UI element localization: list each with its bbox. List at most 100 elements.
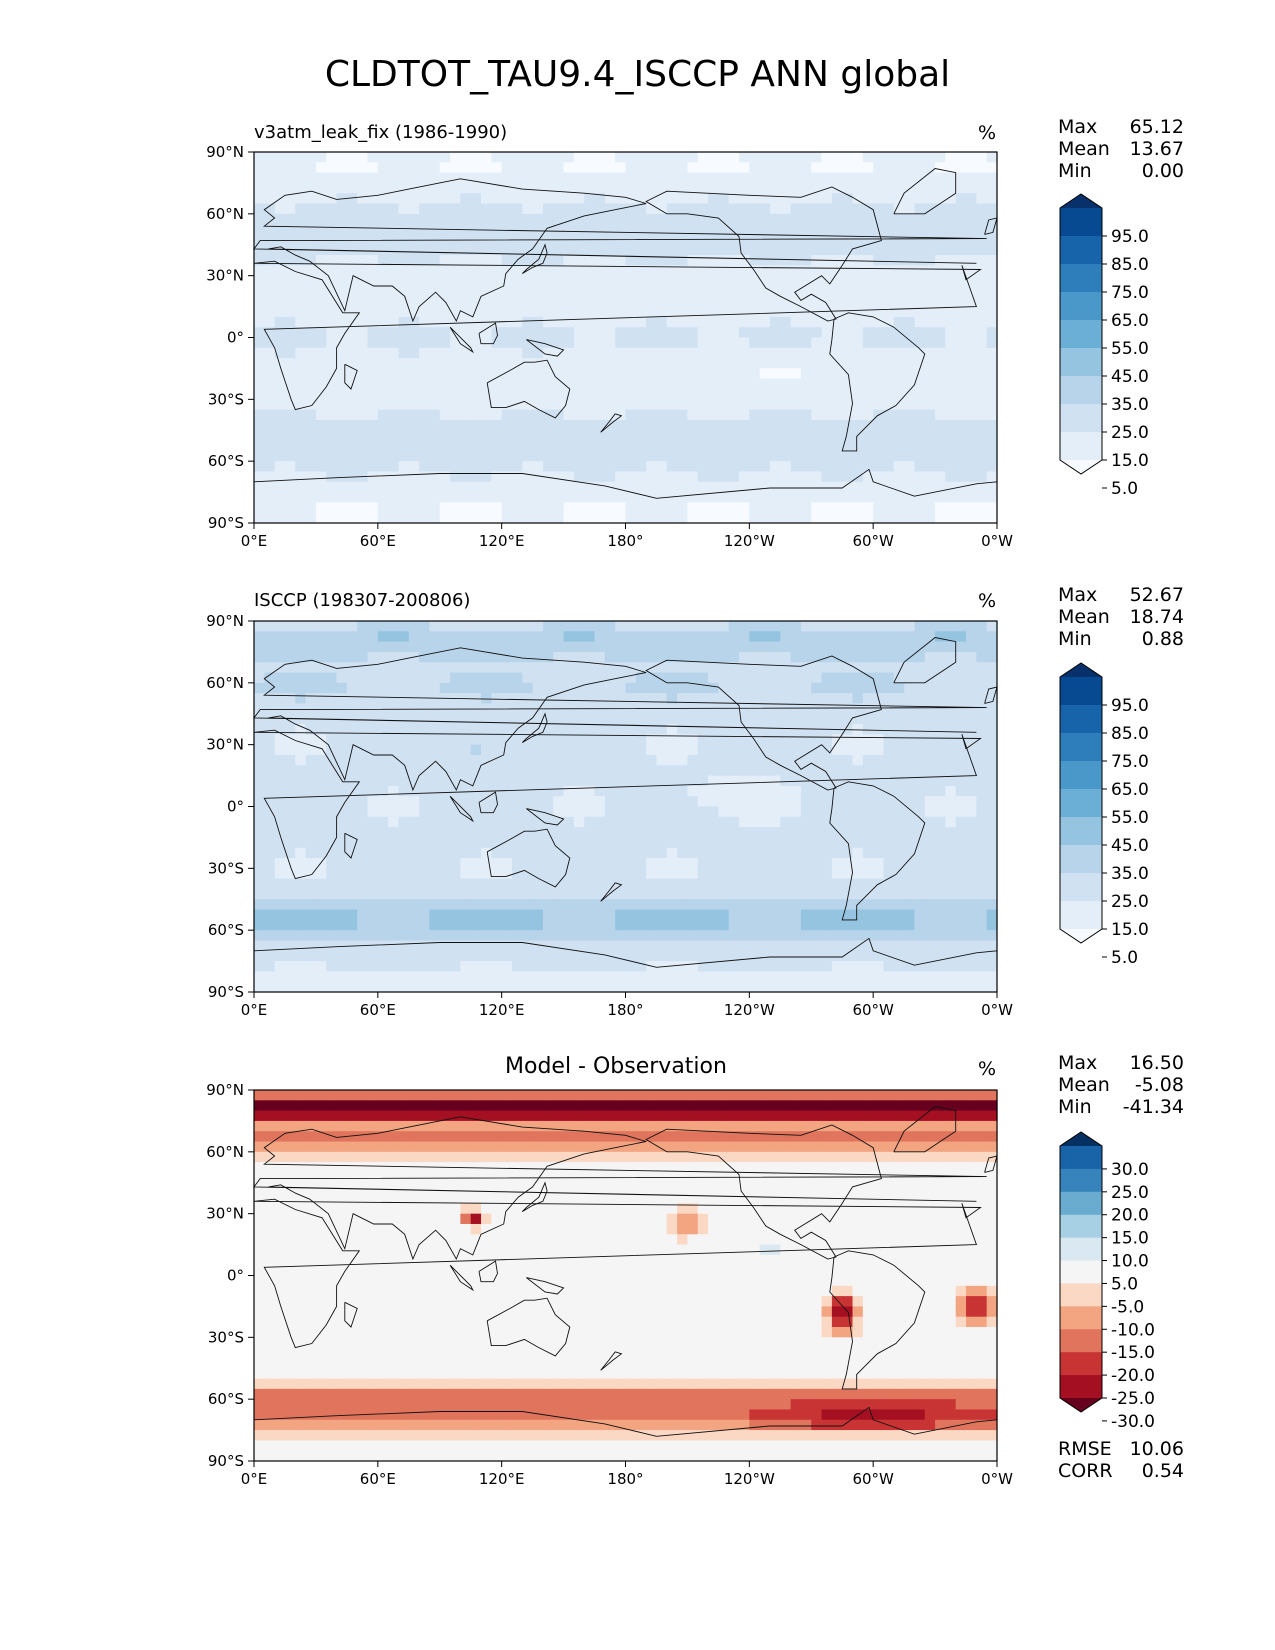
- field-cell: [852, 203, 864, 215]
- field-cell: [842, 888, 854, 900]
- field-cell: [615, 419, 627, 431]
- field-cell: [966, 858, 977, 869]
- field-cell: [862, 672, 874, 684]
- field-cell: [346, 909, 358, 921]
- panel-2-stat-min-label: Min: [1058, 628, 1092, 650]
- field-cell: [924, 285, 936, 297]
- field-cell: [873, 399, 885, 411]
- field-cell: [553, 255, 565, 266]
- field-cell: [326, 796, 338, 808]
- field-cell: [687, 337, 699, 349]
- field-cell: [501, 378, 513, 390]
- field-cell: [408, 827, 420, 839]
- field-cell: [522, 796, 534, 808]
- field-cell: [481, 713, 492, 725]
- field-cell: [687, 203, 699, 215]
- field-cell: [749, 378, 761, 390]
- field-cell: [687, 672, 699, 684]
- field-cell: [914, 265, 926, 277]
- field-cell: [429, 847, 441, 859]
- field-cell: [893, 285, 905, 297]
- field-cell: [635, 337, 647, 349]
- field-cell: [481, 244, 492, 256]
- field-cell: [904, 868, 916, 880]
- field-cell: [553, 713, 565, 725]
- field-cell: [811, 275, 823, 287]
- field-cell: [852, 775, 864, 787]
- field-cell: [790, 631, 802, 643]
- field-cell: [687, 785, 699, 797]
- field-cell: [522, 641, 534, 653]
- field-cell: [563, 888, 575, 900]
- field-cell: [419, 275, 431, 287]
- field-cell: [264, 641, 276, 653]
- panel-2-stat-mean: 18.74: [1129, 606, 1184, 628]
- field-cell: [842, 693, 854, 705]
- field-cell: [346, 399, 358, 411]
- field-cell: [811, 389, 823, 400]
- field-cell: [532, 172, 544, 184]
- field-cell: [708, 796, 719, 808]
- field-cell: [481, 399, 492, 411]
- field-cell: [893, 172, 905, 184]
- field-cell: [491, 461, 503, 473]
- field-cell: [635, 481, 647, 493]
- field-cell: [326, 224, 338, 236]
- field-cell: [862, 703, 874, 715]
- field-cell: [326, 337, 338, 349]
- field-cell: [842, 672, 854, 684]
- field-cell: [419, 327, 431, 339]
- field-cell: [780, 285, 792, 297]
- field-cell: [976, 378, 988, 390]
- field-cell: [893, 837, 905, 849]
- field-cell: [491, 662, 503, 674]
- field-cell: [450, 724, 461, 735]
- field-cell: [542, 765, 554, 777]
- field-cell: [398, 275, 410, 287]
- field-cell: [439, 265, 451, 277]
- field-cell: [728, 765, 740, 777]
- field-cell: [904, 419, 916, 431]
- field-cell: [986, 419, 998, 431]
- field-cell: [893, 899, 905, 911]
- field-cell: [739, 641, 750, 653]
- field-cell: [357, 275, 369, 287]
- field-cell: [924, 621, 936, 632]
- field-cell: [697, 182, 709, 194]
- field-cell: [935, 337, 946, 349]
- field-cell: [883, 255, 895, 266]
- field-cell: [367, 621, 379, 632]
- field-cell: [904, 450, 916, 462]
- field-cell: [759, 471, 771, 483]
- field-cell: [739, 512, 750, 524]
- field-cell: [976, 193, 988, 205]
- field-cell: [522, 162, 534, 174]
- field-cell: [666, 662, 678, 674]
- field-cell: [563, 806, 575, 818]
- field-cell: [883, 275, 895, 287]
- field-cell: [274, 255, 286, 266]
- field-cell: [542, 224, 554, 236]
- field-cell: [284, 641, 296, 653]
- field-cell: [553, 368, 565, 380]
- field-cell: [511, 796, 523, 808]
- field-cell: [450, 203, 461, 215]
- field-cell: [739, 868, 750, 880]
- field-cell: [914, 430, 926, 442]
- field-cell: [852, 316, 864, 328]
- field-cell: [904, 389, 916, 400]
- field-cell: [883, 378, 895, 390]
- field-cell: [831, 389, 843, 400]
- field-cell: [295, 378, 307, 390]
- field-cell: [914, 754, 926, 766]
- field-cell: [553, 347, 565, 359]
- field-cell: [336, 265, 348, 277]
- field-cell: [305, 419, 317, 431]
- colorbar-tick-label: 5.0: [1111, 479, 1138, 499]
- field-cell: [460, 327, 472, 339]
- field-cell: [264, 244, 276, 256]
- field-cell: [594, 693, 606, 705]
- field-cell: [924, 734, 936, 746]
- field-cell: [367, 430, 379, 442]
- field-cell: [264, 909, 276, 921]
